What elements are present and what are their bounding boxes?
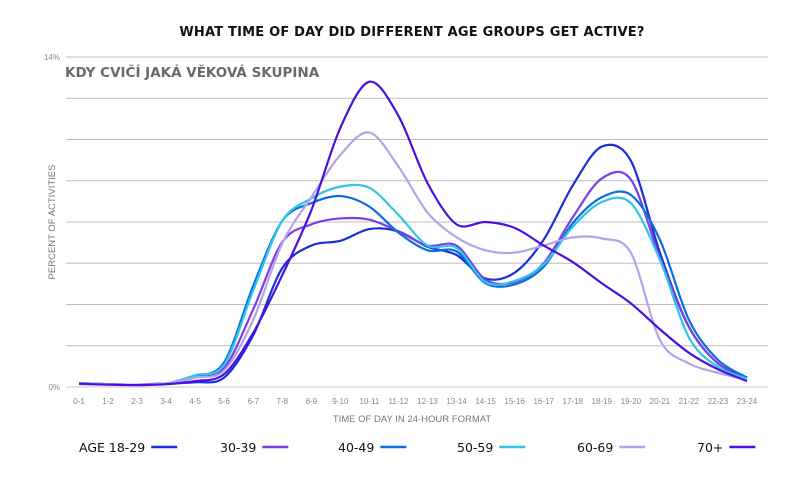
chart-subtitle: KDY CVIČÍ JAKÁ VĚKOVÁ SKUPINA bbox=[65, 63, 320, 81]
x-tick-label: 16-17 bbox=[533, 397, 554, 406]
series-line-3 bbox=[78, 183, 748, 386]
x-tick-label: 20-21 bbox=[650, 397, 671, 406]
x-tick-label: 21-22 bbox=[679, 397, 700, 406]
series-line-2 bbox=[78, 190, 748, 386]
legend: AGE 18-29 30-39 40-49 50-59 60-69 70+ bbox=[79, 440, 756, 455]
x-tick-label: 10-11 bbox=[359, 397, 379, 406]
y-axis-label: PERCENT OF ACTIVITIES bbox=[47, 165, 58, 280]
series-line-4 bbox=[78, 131, 748, 386]
x-tick-label: 14-15 bbox=[475, 397, 496, 406]
x-tick-label: 22-23 bbox=[708, 397, 729, 406]
x-tick-label: 11-12 bbox=[389, 397, 409, 406]
x-tick-label: 2-3 bbox=[131, 397, 143, 406]
legend-label: AGE 18-29 bbox=[79, 440, 145, 455]
x-tick-label: 5-6 bbox=[218, 397, 230, 406]
y-tick-label-min: 0% bbox=[48, 383, 60, 392]
series-line-5 bbox=[78, 80, 748, 387]
series-lines bbox=[78, 80, 748, 387]
legend-item: AGE 18-29 bbox=[79, 440, 178, 455]
legend-label: 40-49 bbox=[338, 440, 374, 455]
x-tick-label: 19-20 bbox=[621, 397, 642, 406]
gridlines bbox=[66, 56, 768, 388]
legend-label: 70+ bbox=[697, 440, 723, 455]
x-tick-label: 4-5 bbox=[189, 397, 201, 406]
x-tick-label: 1-2 bbox=[102, 397, 114, 406]
chart-title: WHAT TIME OF DAY DID DIFFERENT AGE GROUP… bbox=[179, 25, 644, 40]
legend-label: 50-59 bbox=[457, 440, 493, 455]
legend-item: 70+ bbox=[697, 440, 756, 455]
x-tick-labels: 0-1 1-2 2-3 3-4 4-5 5-6 6-7 7-8 8-9 9-10 10-11 11-1… bbox=[73, 397, 758, 406]
legend-label: 30-39 bbox=[220, 440, 256, 455]
x-axis-label: TIME OF DAY IN 24-HOUR FORMAT bbox=[333, 414, 492, 425]
x-tick-label: 23-24 bbox=[737, 397, 758, 406]
x-tick-label: 15-16 bbox=[504, 397, 525, 406]
x-tick-label: 13-14 bbox=[446, 397, 467, 406]
x-tick-label: 3-4 bbox=[160, 397, 172, 406]
x-tick-label: 9-10 bbox=[332, 397, 349, 406]
legend-item: 30-39 bbox=[220, 440, 289, 455]
x-tick-label: 17-18 bbox=[563, 397, 584, 406]
x-tick-label: 6-7 bbox=[247, 397, 259, 406]
legend-item: 40-49 bbox=[338, 440, 407, 455]
x-tick-label: 8-9 bbox=[306, 397, 318, 406]
x-tick-label: 12-13 bbox=[417, 397, 438, 406]
x-tick-label: 0-1 bbox=[73, 397, 85, 406]
x-tick-label: 18-19 bbox=[592, 397, 613, 406]
y-tick-label-max: 14% bbox=[44, 53, 60, 62]
legend-item: 50-59 bbox=[457, 440, 526, 455]
series-line-1 bbox=[78, 170, 748, 386]
legend-label: 60-69 bbox=[577, 440, 613, 455]
legend-item: 60-69 bbox=[577, 440, 646, 455]
x-tick-label: 7-8 bbox=[277, 397, 289, 406]
